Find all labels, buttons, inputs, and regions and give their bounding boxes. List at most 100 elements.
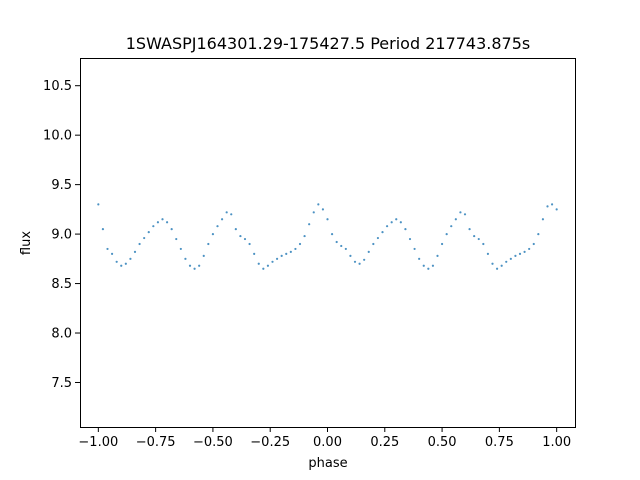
data-point — [528, 247, 531, 251]
data-point — [308, 223, 311, 226]
data-point — [486, 252, 490, 255]
data-point — [436, 254, 439, 257]
data-point — [243, 237, 247, 241]
data-point — [546, 205, 549, 208]
data-point — [152, 225, 155, 228]
x-tick-label: 0.75 — [485, 435, 514, 450]
data-point — [340, 244, 343, 248]
data-point — [459, 211, 462, 214]
data-point — [262, 267, 265, 270]
data-point — [427, 267, 430, 270]
data-point — [326, 218, 329, 221]
data-point — [450, 225, 453, 228]
data-point — [198, 264, 201, 267]
data-point — [349, 254, 352, 257]
data-point — [289, 250, 292, 253]
data-point — [202, 254, 205, 257]
data-point — [514, 254, 517, 257]
data-point — [220, 218, 224, 221]
data-point — [294, 247, 297, 251]
data-point — [330, 232, 334, 236]
data-point — [413, 247, 416, 251]
data-point — [188, 264, 192, 267]
y-tick-label: 7.5 — [51, 376, 72, 391]
data-point — [124, 262, 127, 265]
data-point — [106, 247, 109, 251]
data-point — [230, 213, 233, 216]
data-point — [110, 252, 114, 255]
data-point — [541, 218, 545, 221]
x-tick-label: 0.50 — [428, 435, 457, 450]
data-point — [234, 228, 237, 231]
data-point — [147, 231, 150, 234]
data-point — [500, 264, 503, 267]
data-point — [390, 221, 393, 224]
x-tick-label: −0.25 — [250, 435, 290, 450]
data-point — [468, 228, 471, 231]
data-point — [344, 247, 347, 251]
data-point — [321, 208, 325, 211]
data-point — [395, 218, 398, 221]
x-tick-label: 0.00 — [313, 435, 342, 450]
data-point — [165, 221, 169, 224]
data-point — [184, 257, 187, 260]
data-point — [161, 218, 164, 221]
data-point — [376, 236, 380, 240]
x-axis: −1.00 −0.75 −0.50 −0.25 0.00 0.25 0.50 0.75 1.00 — [78, 427, 571, 450]
data-point — [399, 221, 402, 224]
data-point — [482, 242, 485, 246]
data-point — [239, 234, 242, 238]
data-point — [266, 264, 270, 267]
data-point — [216, 225, 219, 228]
data-point — [138, 242, 141, 246]
data-point — [303, 234, 306, 238]
y-tick-label: 9.0 — [51, 228, 72, 243]
y-tick-label: 9.5 — [51, 178, 72, 193]
data-point — [143, 236, 146, 240]
data-point — [115, 260, 118, 263]
x-axis-label: phase — [308, 456, 347, 471]
y-axis-label: flux — [19, 231, 34, 255]
data-point — [431, 264, 435, 267]
data-point — [372, 242, 375, 246]
data-point — [381, 231, 384, 234]
data-point — [253, 252, 256, 255]
data-point — [207, 242, 210, 246]
y-axis: 7.5 8.0 8.5 9.0 9.5 10.0 10.5 — [43, 79, 80, 391]
data-point — [133, 250, 137, 253]
y-tick-label: 10.5 — [43, 79, 72, 94]
data-point — [120, 264, 123, 267]
data-point — [312, 211, 315, 214]
x-tick-label: 1.00 — [542, 435, 571, 450]
y-tick-label: 8.0 — [51, 327, 72, 342]
data-point — [193, 267, 196, 270]
data-point — [257, 262, 260, 265]
y-tick-label: 8.5 — [51, 277, 72, 292]
data-point — [317, 203, 320, 206]
data-point — [335, 240, 338, 244]
data-point — [532, 242, 535, 246]
data-point — [97, 203, 100, 206]
data-point — [129, 257, 132, 260]
data-point — [550, 203, 554, 206]
data-point — [175, 237, 178, 241]
data-point — [509, 257, 512, 260]
data-point — [404, 228, 407, 231]
data-point — [211, 232, 215, 236]
x-tick-label: 0.25 — [370, 435, 399, 450]
data-point — [385, 225, 389, 228]
data-point — [537, 232, 540, 236]
data-point — [495, 267, 499, 270]
x-tick-label: −0.50 — [193, 435, 233, 450]
data-point — [170, 228, 173, 231]
data-point — [358, 262, 361, 265]
data-point — [445, 232, 448, 236]
data-point — [473, 234, 476, 238]
data-point — [225, 211, 228, 214]
data-point — [285, 252, 288, 255]
data-point — [280, 254, 283, 257]
chart-title: 1SWASPJ164301.29-175427.5 Period 217743.… — [126, 34, 531, 53]
data-points — [97, 203, 558, 270]
